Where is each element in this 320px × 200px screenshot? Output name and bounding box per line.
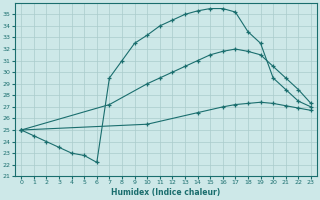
X-axis label: Humidex (Indice chaleur): Humidex (Indice chaleur) — [111, 188, 221, 197]
